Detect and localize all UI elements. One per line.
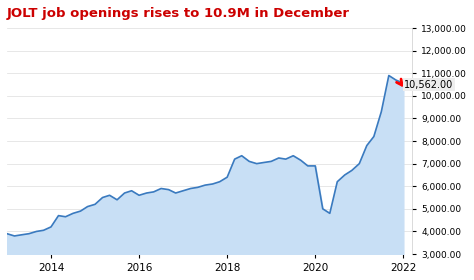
Text: JOLT job openings rises to 10.9M in December: JOLT job openings rises to 10.9M in Dece… xyxy=(7,7,350,20)
Text: 10,562.00: 10,562.00 xyxy=(404,80,454,90)
